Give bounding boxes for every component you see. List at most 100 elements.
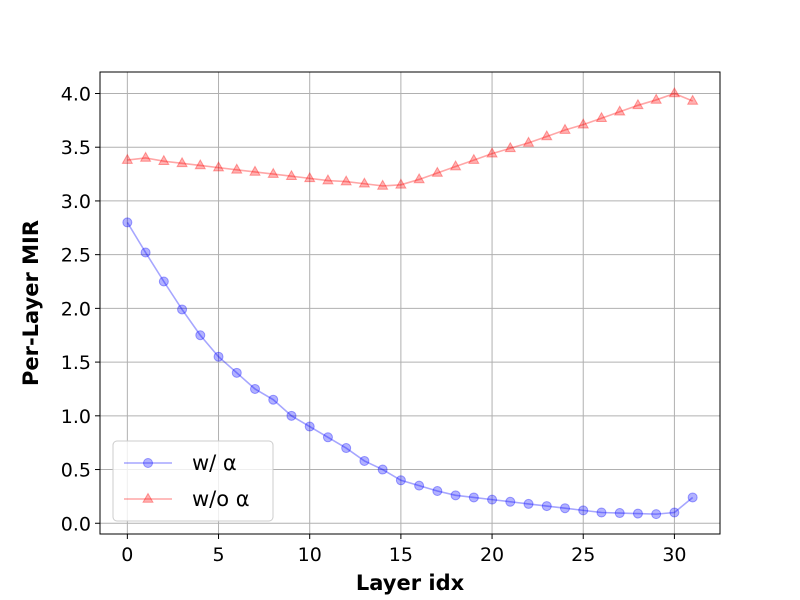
data-point [395,178,407,189]
x-tick-label: 25 [571,544,595,566]
data-point [632,98,644,110]
data-point [668,86,681,98]
data-point [632,508,643,519]
data-point [687,492,698,503]
data-point [651,509,662,520]
data-point [285,169,298,181]
data-point [195,330,206,341]
data-point [322,432,333,443]
data-point [414,480,425,491]
data-point [359,455,370,466]
data-point [540,129,553,141]
data-point [505,496,516,507]
data-point [432,486,443,497]
data-point [303,171,316,183]
data-point [213,351,224,362]
data-point [194,158,207,170]
y-tick-label: 1.5 [61,352,91,374]
data-point [176,156,188,168]
data-point [249,165,261,176]
data-point [158,154,170,165]
data-point [230,163,243,174]
data-point [578,505,589,516]
y-tick-label: 4.0 [61,83,91,105]
x-tick-label: 20 [480,544,504,566]
series-2 [121,86,699,190]
y-tick-label: 2.5 [61,245,91,267]
data-point [231,367,242,378]
series-1 [122,217,698,520]
data-point [122,217,133,228]
data-point [486,147,498,158]
series-layer [121,86,699,520]
data-point [395,475,406,486]
data-point [596,507,607,518]
y-tick-label: 1.0 [61,406,91,428]
data-point [541,501,552,512]
x-axis-title: Layer idx [356,571,465,595]
legend-label: w/ α [192,451,237,475]
data-point [121,153,134,164]
data-point [140,247,151,258]
data-point [450,490,461,501]
data-point [522,136,535,147]
data-point [413,172,425,184]
data-point [487,494,498,505]
data-point [614,508,625,519]
data-point [322,173,334,185]
x-tick-label: 30 [662,544,686,566]
data-point [268,394,279,405]
data-point [577,118,590,129]
data-point [267,167,280,178]
y-tick-label: 0.0 [61,513,91,535]
data-point [177,304,188,315]
legend-box [112,440,274,522]
data-point [468,492,479,503]
data-point [340,175,352,186]
legend-entry: w/o α [124,487,250,511]
data-point [449,160,462,171]
series-line [127,92,693,187]
legend-entry: w/ α [124,451,237,475]
data-point [358,177,371,188]
data-point [212,161,225,172]
data-point [613,105,626,116]
x-tick-label: 15 [389,544,413,566]
data-point [559,123,571,134]
axis-ticks: 0 5 10 15 20 25 30 0.0 0.5 1.0 1.5 2.0 2.5 3.0 3.5 4.0 [61,83,687,566]
y-axis-title: Per-Layer MIR [19,220,43,386]
legend: w/ α w/o α [112,440,274,522]
data-point [686,94,699,105]
data-point [377,464,388,475]
legend-label: w/o α [192,487,250,511]
x-tick-label: 10 [298,544,322,566]
series-line [126,222,694,515]
y-tick-label: 3.5 [61,137,91,159]
data-point [139,151,152,162]
y-tick-label: 0.5 [61,460,91,482]
data-point [669,507,680,518]
y-tick-label: 2.0 [61,298,91,320]
data-point [504,141,517,153]
data-point [523,498,534,509]
data-point [286,410,297,421]
data-point [341,443,352,454]
legend-marker [142,492,154,503]
data-point [158,276,169,287]
data-point [304,421,315,432]
data-point [376,179,389,190]
data-point [431,166,444,177]
data-point [250,383,260,394]
data-point [650,93,662,104]
plot-frame [99,71,721,535]
x-tick-label: 5 [212,544,224,566]
grid-lines [100,72,720,534]
legend-entries: w/ α w/o α [124,451,250,511]
y-tick-label: 3.0 [61,191,91,213]
data-point [595,111,608,122]
data-point [560,503,570,514]
legend-marker [143,458,153,468]
data-point [468,153,480,164]
x-tick-label: 0 [121,544,133,566]
